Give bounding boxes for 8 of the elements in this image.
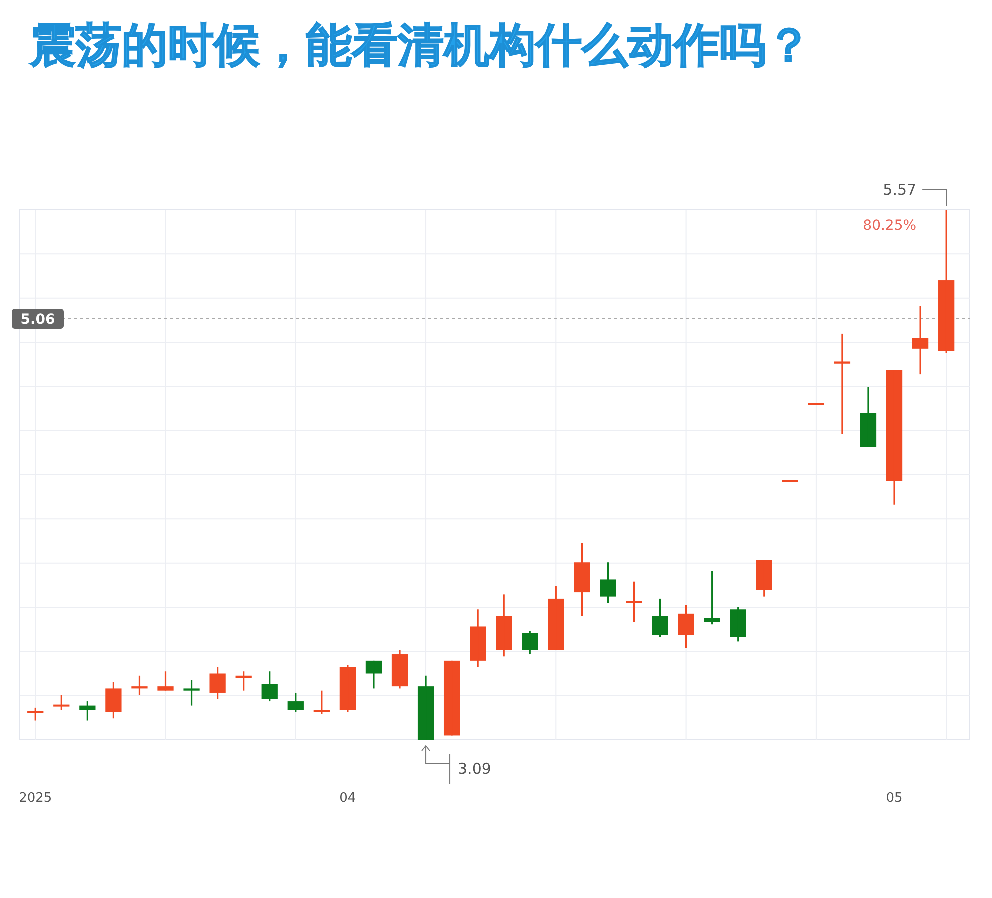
x-tick-label: 05: [886, 791, 903, 806]
ref-line-label: 5.06: [20, 312, 56, 328]
annotation: 5.57: [883, 181, 948, 206]
x-tick-label: 2025: [19, 791, 52, 806]
annotation: 3.09: [422, 745, 492, 784]
x-tick-label: 04: [340, 791, 356, 806]
annotation: 80.25%: [863, 218, 917, 234]
chart-title: 震荡的时候，能看清机构什么动作吗？: [30, 17, 813, 74]
